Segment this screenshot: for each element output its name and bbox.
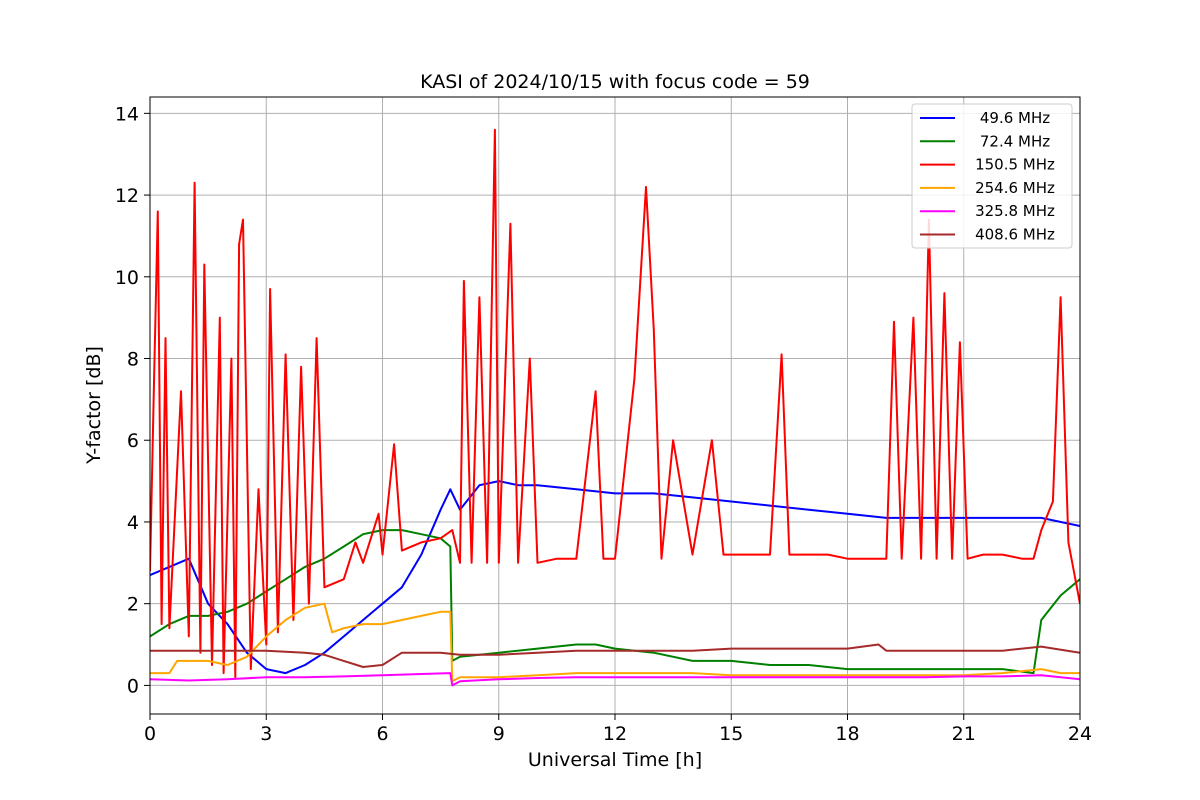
legend: 49.6 MHz 72.4 MHz 150.5 MHz 254.6 MHz 325.8 … bbox=[911, 103, 1073, 249]
x-tick-label: 6 bbox=[376, 723, 388, 745]
legend-label: 408.6 MHz bbox=[975, 226, 1055, 244]
x-tick-label: 18 bbox=[835, 723, 859, 745]
series-line-408-6-mhz bbox=[150, 643, 1080, 668]
x-tick-label: 9 bbox=[493, 723, 505, 745]
x-tick-label: 3 bbox=[260, 723, 272, 745]
legend-label: 325.8 MHz bbox=[975, 202, 1055, 220]
plot-area bbox=[150, 128, 1080, 687]
x-tick-label: 21 bbox=[952, 723, 976, 745]
series-line-150-5-mhz bbox=[150, 128, 1080, 679]
chart-title: KASI of 2024/10/15 with focus code = 59 bbox=[420, 71, 810, 93]
y-tick-label: 10 bbox=[115, 267, 139, 289]
x-tick-label: 0 bbox=[144, 723, 156, 745]
legend-label: 72.4 MHz bbox=[980, 132, 1050, 150]
y-tick-label: 4 bbox=[127, 512, 139, 534]
y-tick-label: 12 bbox=[115, 185, 139, 207]
y-tick-label: 14 bbox=[115, 103, 139, 125]
x-tick-label: 12 bbox=[603, 723, 627, 745]
y-tick-label: 6 bbox=[127, 430, 139, 452]
y-axis-label: Y-factor [dB] bbox=[83, 346, 105, 465]
y-tick-label: 2 bbox=[127, 594, 139, 616]
legend-label: 254.6 MHz bbox=[975, 179, 1055, 197]
x-axis-label: Universal Time [h] bbox=[528, 749, 702, 771]
x-tick-label: 24 bbox=[1068, 723, 1092, 745]
series-line-254-6-mhz bbox=[150, 602, 1080, 683]
y-tick-label: 0 bbox=[127, 675, 139, 697]
legend-label: 150.5 MHz bbox=[975, 156, 1055, 174]
y-tick-label: 8 bbox=[127, 349, 139, 371]
legend-label: 49.6 MHz bbox=[980, 109, 1050, 127]
x-tick-label: 15 bbox=[719, 723, 743, 745]
series-line-325-8-mhz bbox=[150, 672, 1080, 687]
